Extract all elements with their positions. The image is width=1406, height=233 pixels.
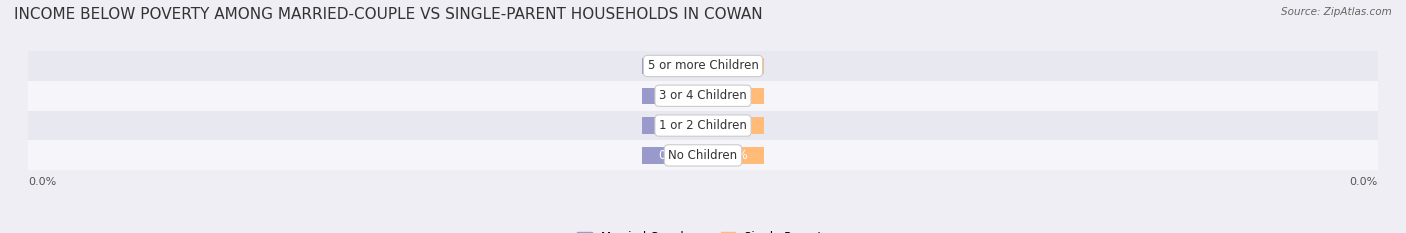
Legend: Married Couples, Single Parents: Married Couples, Single Parents	[572, 226, 834, 233]
Text: 0.0%: 0.0%	[718, 59, 748, 72]
Bar	[703, 88, 763, 104]
Text: 0.0%: 0.0%	[28, 177, 56, 187]
Bar	[0, 140, 1406, 170]
Bar	[703, 58, 763, 74]
Text: No Children: No Children	[668, 149, 738, 162]
Text: 3 or 4 Children: 3 or 4 Children	[659, 89, 747, 102]
Text: 0.0%: 0.0%	[1350, 177, 1378, 187]
Bar	[643, 88, 703, 104]
Text: 0.0%: 0.0%	[718, 119, 748, 132]
Text: 0.0%: 0.0%	[658, 59, 688, 72]
Text: Source: ZipAtlas.com: Source: ZipAtlas.com	[1281, 7, 1392, 17]
Bar	[703, 147, 763, 164]
Bar	[643, 117, 703, 134]
Text: INCOME BELOW POVERTY AMONG MARRIED-COUPLE VS SINGLE-PARENT HOUSEHOLDS IN COWAN: INCOME BELOW POVERTY AMONG MARRIED-COUPL…	[14, 7, 762, 22]
Bar	[0, 51, 1406, 81]
Bar	[703, 117, 763, 134]
Text: 0.0%: 0.0%	[658, 89, 688, 102]
Text: 0.0%: 0.0%	[658, 149, 688, 162]
Text: 5 or more Children: 5 or more Children	[648, 59, 758, 72]
Text: 0.0%: 0.0%	[718, 149, 748, 162]
Bar	[0, 111, 1406, 140]
Bar	[643, 147, 703, 164]
Bar	[643, 58, 703, 74]
Text: 0.0%: 0.0%	[718, 89, 748, 102]
Text: 0.0%: 0.0%	[658, 119, 688, 132]
Bar	[0, 81, 1406, 111]
Text: 1 or 2 Children: 1 or 2 Children	[659, 119, 747, 132]
